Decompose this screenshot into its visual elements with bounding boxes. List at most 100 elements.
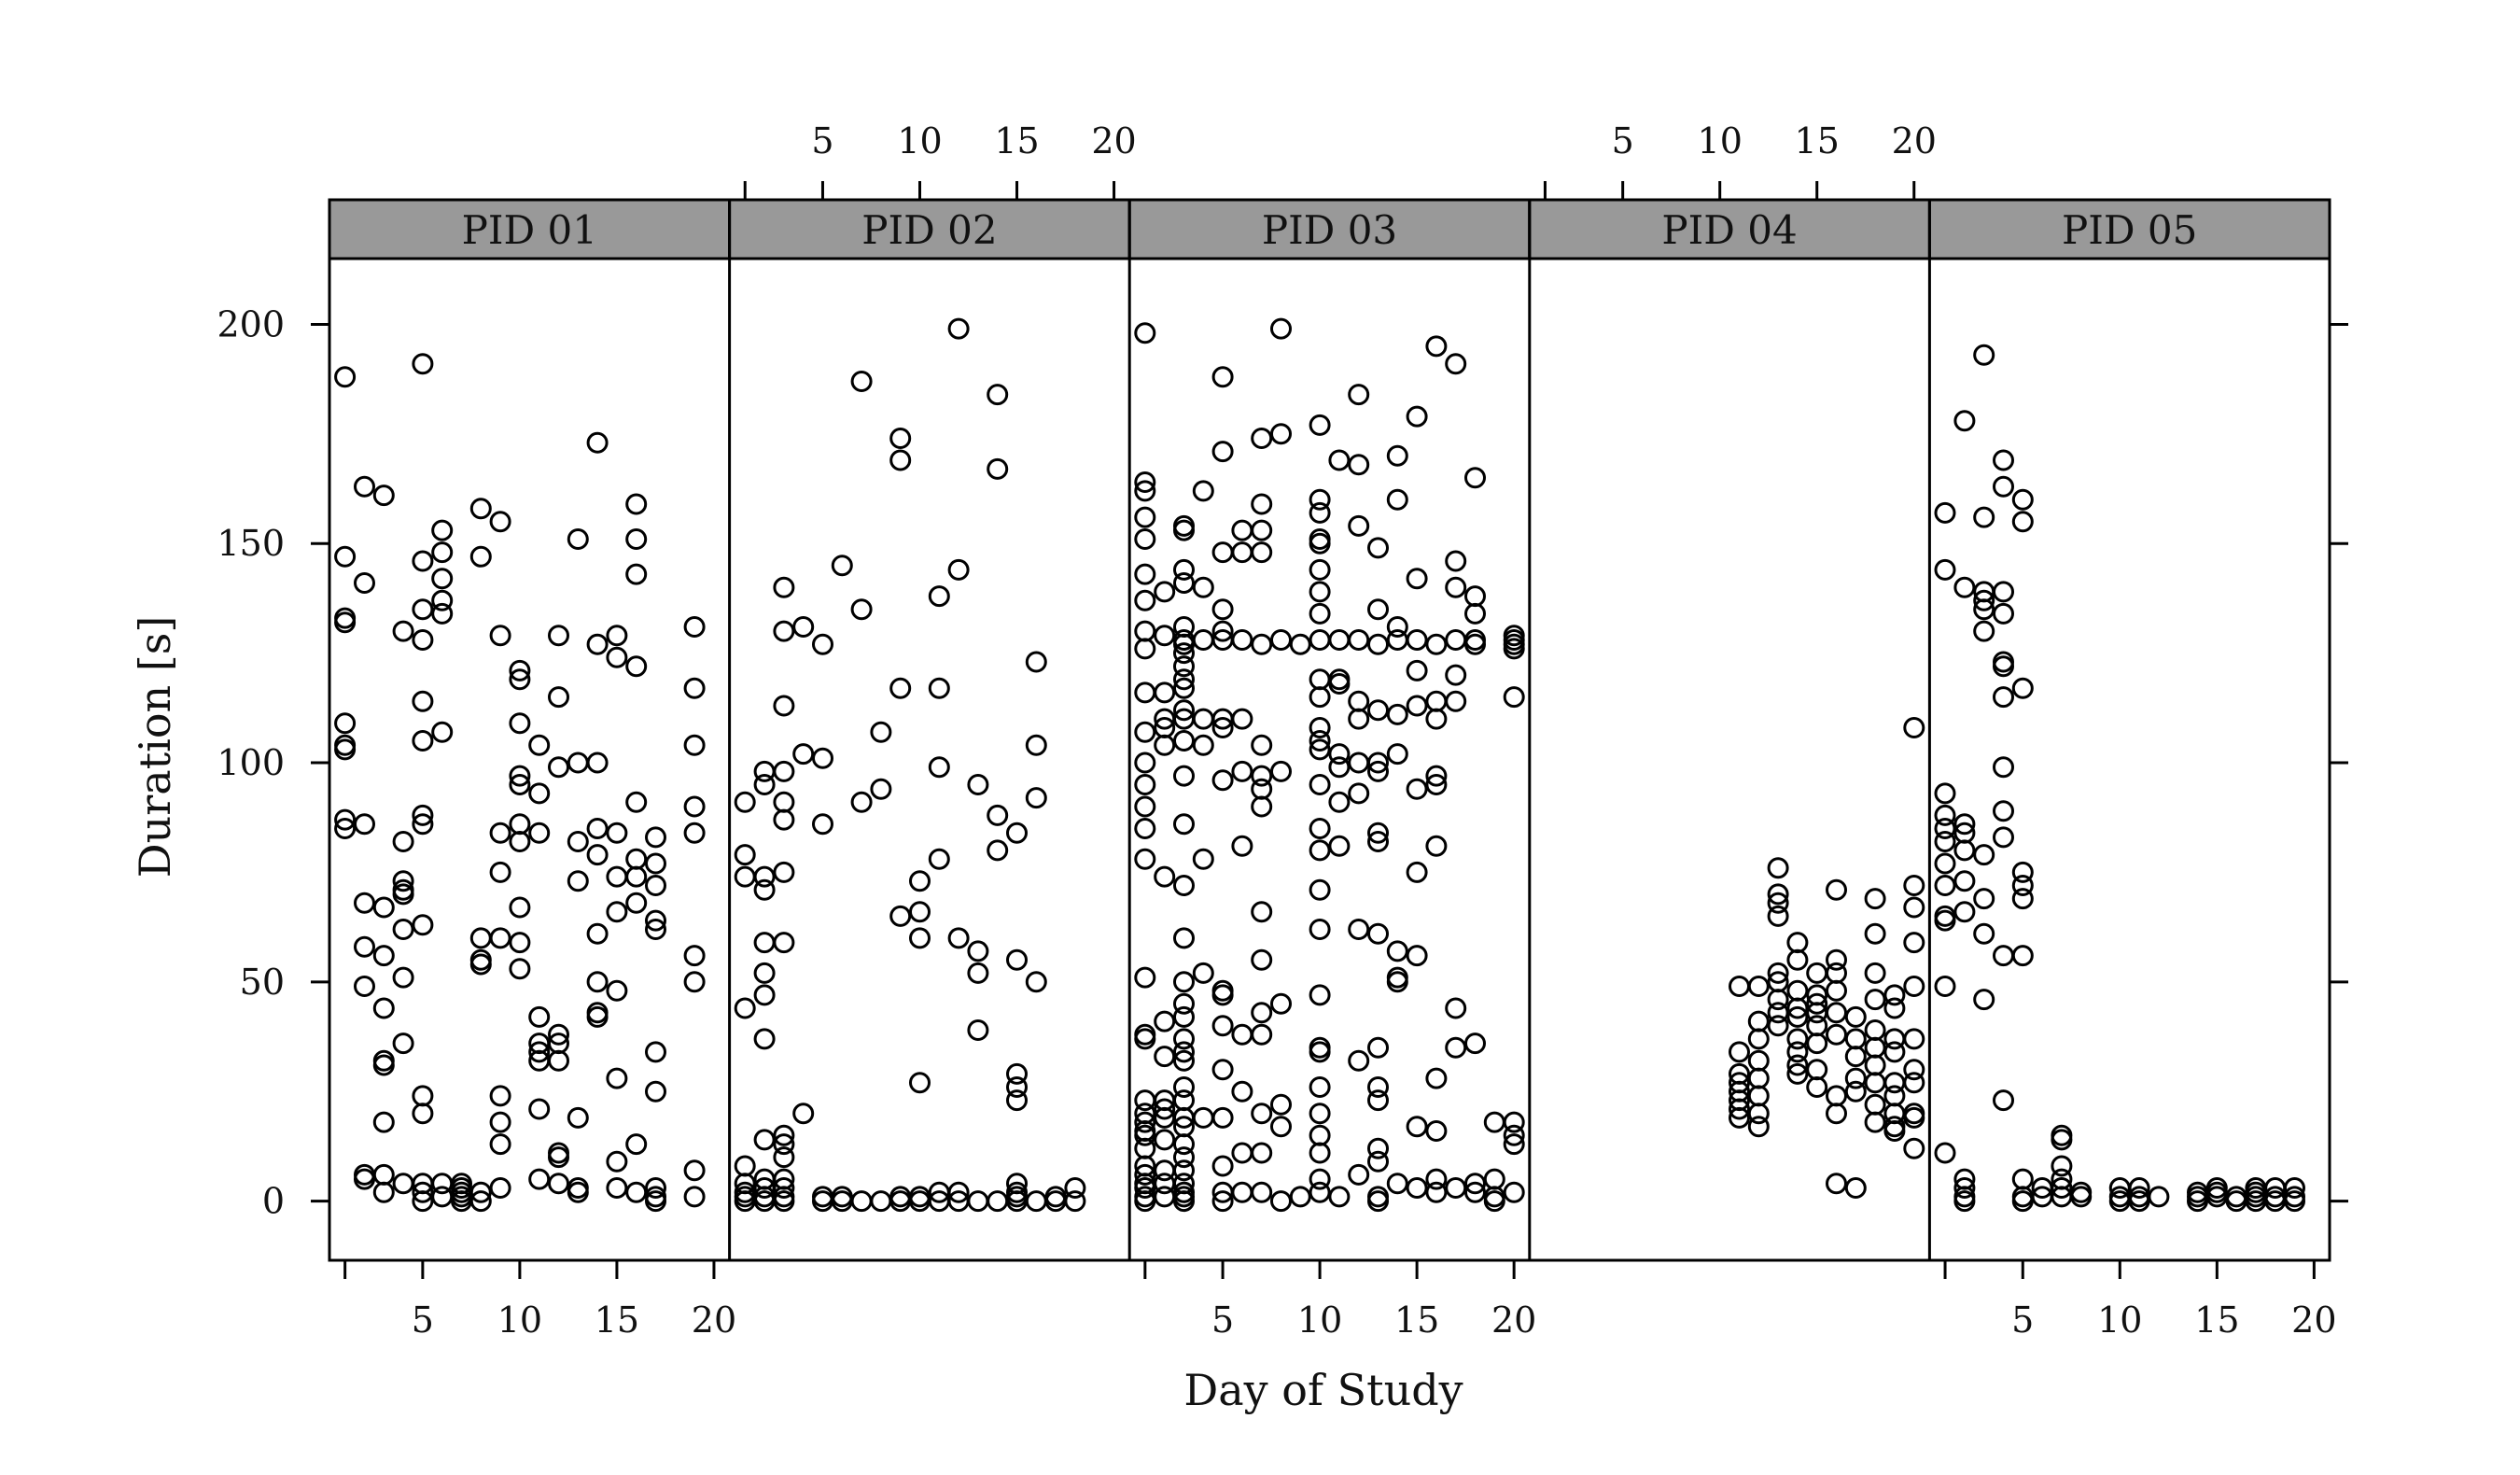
data-point	[372, 485, 395, 507]
data-point	[1211, 1190, 1234, 1213]
data-point	[469, 953, 492, 976]
data-point	[1251, 1023, 1273, 1046]
data-point	[334, 712, 357, 735]
data-point	[469, 498, 492, 520]
data-point	[412, 629, 434, 651]
data-point	[1367, 633, 1389, 655]
data-point	[1464, 629, 1486, 651]
data-point	[1903, 1103, 1925, 1125]
data-point	[431, 602, 454, 625]
data-point	[1006, 1062, 1028, 1085]
data-point	[1211, 984, 1234, 1006]
data-point	[1211, 366, 1234, 388]
data-point	[1729, 1098, 1750, 1120]
data-point	[1993, 826, 2014, 849]
data-point	[889, 428, 912, 449]
data-point	[1844, 1067, 1867, 1089]
data-point	[1903, 1072, 1925, 1094]
data-point	[1883, 997, 1906, 1019]
data-point	[1328, 756, 1351, 779]
data-point	[1192, 734, 1214, 756]
x-tick-label: 5	[811, 120, 833, 162]
data-point	[2148, 1186, 2170, 1208]
data-point	[1309, 717, 1331, 738]
data-point	[431, 721, 454, 743]
data-point	[1173, 655, 1195, 678]
data-point	[1425, 335, 1448, 358]
data-point	[2011, 677, 2034, 699]
data-point	[1864, 888, 1886, 910]
data-point	[1386, 966, 1408, 989]
data-point	[1483, 1186, 1505, 1208]
data-point	[528, 1168, 551, 1190]
data-point	[645, 919, 666, 940]
data-point	[2051, 1155, 2073, 1177]
data-point	[1006, 1186, 1028, 1208]
data-point	[1173, 1041, 1195, 1063]
data-point	[734, 1155, 756, 1177]
data-point	[1173, 1089, 1195, 1112]
data-point	[1154, 1046, 1176, 1068]
data-point	[1211, 1155, 1234, 1177]
data-point	[812, 1190, 833, 1213]
data-point	[683, 734, 706, 756]
data-point	[1006, 822, 1028, 844]
data-point	[1025, 787, 1047, 809]
data-point	[734, 865, 756, 888]
data-point	[773, 861, 795, 883]
data-point	[1483, 1190, 1505, 1213]
data-point	[1883, 1116, 1906, 1138]
data-point	[2011, 888, 2034, 910]
data-point	[1173, 668, 1195, 691]
data-point	[1503, 686, 1525, 709]
x-tick-label: 5	[1612, 120, 1634, 162]
panel-4: PID 04	[1528, 198, 1931, 1199]
data-point	[1445, 550, 1467, 572]
data-point	[1953, 576, 1976, 598]
data-point	[2011, 1168, 2034, 1190]
data-point	[753, 1190, 776, 1213]
data-point	[753, 932, 776, 954]
data-point	[1993, 449, 2014, 471]
data-point	[2011, 945, 2034, 967]
data-point	[412, 1181, 434, 1203]
data-point	[1747, 1067, 1770, 1089]
data-point	[1826, 962, 1847, 984]
data-point	[1173, 1190, 1195, 1213]
data-point	[509, 831, 531, 852]
data-point	[1864, 962, 1886, 984]
x-tick-label: 15	[595, 1299, 639, 1341]
data-point	[1903, 932, 1925, 954]
data-point	[469, 948, 492, 971]
data-point	[1309, 738, 1331, 761]
data-point	[625, 1181, 648, 1203]
data-point	[1044, 1190, 1067, 1213]
data-point	[1903, 1106, 1925, 1129]
data-point	[1425, 1067, 1448, 1089]
data-point	[1844, 1080, 1867, 1103]
data-point	[372, 1163, 395, 1186]
data-point	[1192, 629, 1214, 651]
data-point	[1251, 948, 1273, 971]
data-point	[625, 563, 648, 585]
data-point	[1367, 537, 1389, 559]
data-point	[812, 633, 833, 655]
data-point	[1309, 1124, 1331, 1146]
data-point	[1464, 467, 1486, 489]
data-point	[1211, 1106, 1234, 1129]
data-point	[1883, 984, 1906, 1006]
data-point	[412, 353, 434, 375]
data-point	[1729, 976, 1750, 997]
data-point	[1134, 620, 1156, 642]
data-point	[1348, 454, 1370, 476]
data-point	[812, 813, 833, 836]
data-point	[1786, 1054, 1809, 1076]
data-point	[753, 984, 776, 1006]
data-point	[1993, 945, 2014, 967]
data-point	[1844, 1046, 1867, 1068]
data-point	[1348, 1163, 1370, 1186]
x-tick-label: 15	[994, 120, 1039, 162]
data-point	[1406, 778, 1428, 800]
y-tick-label: 50	[240, 962, 285, 1003]
data-point	[928, 756, 950, 779]
